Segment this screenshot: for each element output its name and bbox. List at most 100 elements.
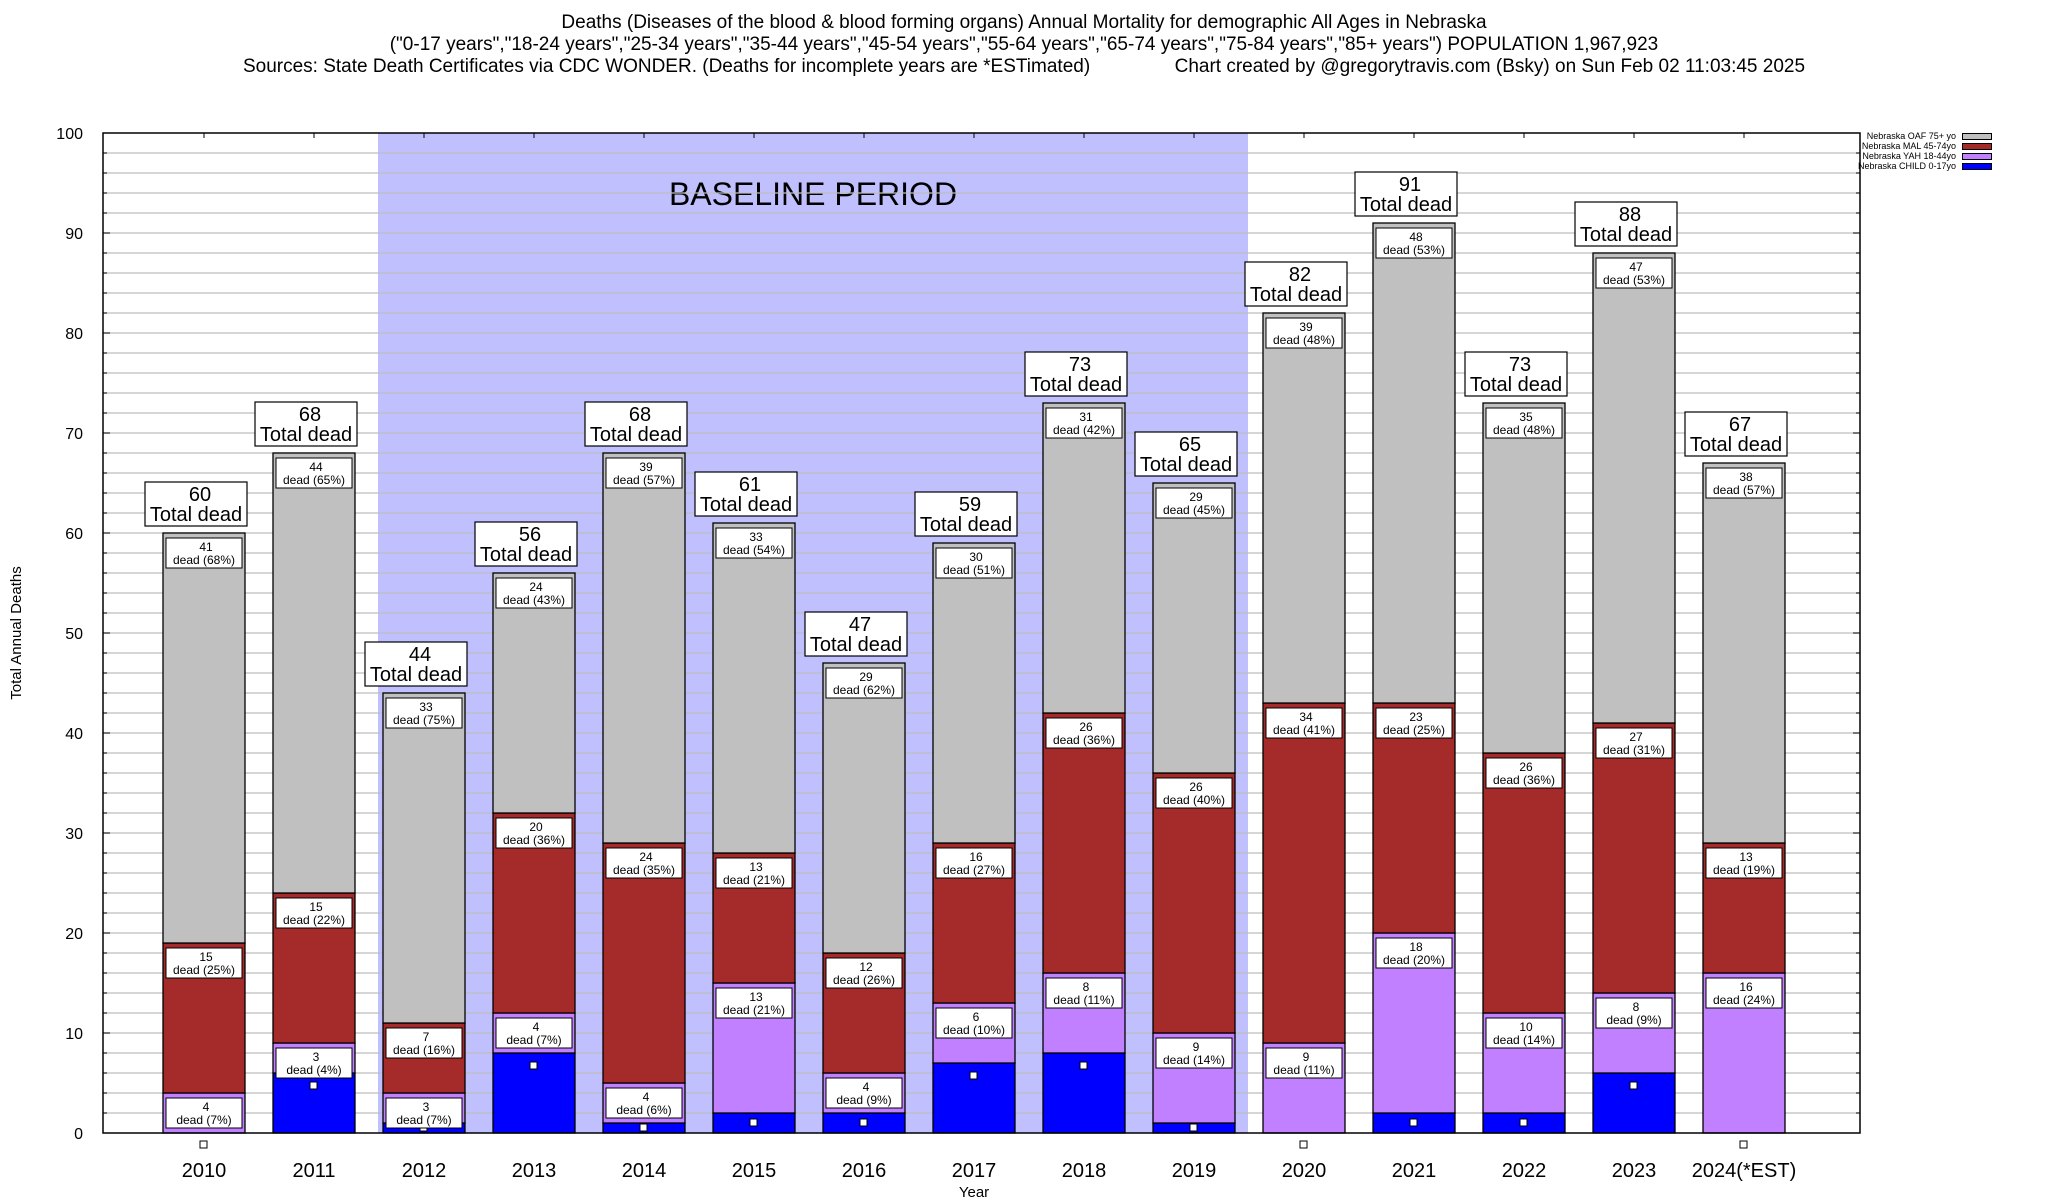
total-label-box bbox=[1244, 261, 1348, 307]
segment-label-count: 26 bbox=[1519, 760, 1533, 774]
segment-label-percent: dead (26%) bbox=[833, 973, 895, 987]
segment-label-percent: dead (68%) bbox=[173, 553, 235, 567]
baseline-period-label: BASELINE PERIOD bbox=[669, 176, 957, 212]
segment-label-count: 20 bbox=[529, 820, 543, 834]
segment-label-percent: dead (36%) bbox=[503, 833, 565, 847]
bar-segment-oaf bbox=[602, 452, 686, 844]
segment-label-box bbox=[1375, 937, 1453, 969]
segment-label-percent: dead (62%) bbox=[833, 683, 895, 697]
segment-label-percent: dead (65%) bbox=[283, 473, 345, 487]
segment-label-percent: dead (11%) bbox=[1273, 1063, 1334, 1077]
bar-segment-oaf bbox=[1042, 402, 1126, 714]
bar-segment-oaf bbox=[492, 572, 576, 814]
x-tick-label: 2020 bbox=[1282, 1160, 1327, 1182]
segment-label-percent: dead (45%) bbox=[1163, 503, 1225, 517]
total-label-text: Total dead bbox=[1690, 434, 1782, 456]
segment-label-percent: dead (4%) bbox=[286, 1063, 341, 1077]
total-label-text: Total dead bbox=[1250, 284, 1342, 306]
segment-label-percent: dead (36%) bbox=[1053, 733, 1115, 747]
segment-label-box bbox=[165, 1097, 243, 1129]
segment-label-count: 41 bbox=[199, 540, 213, 554]
segment-label-count: 48 bbox=[1409, 230, 1423, 244]
bar-segment-mal bbox=[1482, 752, 1566, 1014]
segment-label-count: 10 bbox=[1519, 1020, 1533, 1034]
y-tick-label: 100 bbox=[56, 126, 83, 143]
y-axis-title: Total Annual Deaths bbox=[8, 566, 25, 699]
total-label-count: 60 bbox=[189, 484, 211, 506]
segment-label-percent: dead (7%) bbox=[396, 1113, 451, 1127]
legend-item: Nebraska YAH 18-44yo bbox=[1858, 151, 1993, 161]
bar-segment-oaf bbox=[382, 692, 466, 1024]
total-label-count: 65 bbox=[1179, 434, 1201, 456]
segment-label-count: 4 bbox=[203, 1100, 210, 1114]
legend-label: Nebraska YAH 18-44yo bbox=[1862, 151, 1957, 161]
bar-segment-oaf bbox=[272, 452, 356, 894]
x-tick-label: 2017 bbox=[952, 1160, 997, 1182]
segment-label-percent: dead (53%) bbox=[1603, 273, 1665, 287]
segment-label-count: 39 bbox=[639, 460, 653, 474]
bar-segment-oaf bbox=[822, 662, 906, 954]
child-marker bbox=[969, 1071, 978, 1080]
x-tick-label: 2023 bbox=[1612, 1160, 1657, 1182]
segment-label-box bbox=[165, 947, 243, 979]
segment-label-percent: dead (35%) bbox=[613, 863, 675, 877]
total-label-count: 88 bbox=[1619, 204, 1641, 226]
total-label-box bbox=[1684, 411, 1788, 457]
segment-label-box bbox=[935, 1007, 1013, 1039]
x-tick-label: 2011 bbox=[292, 1160, 335, 1182]
legend-item: Nebraska MAL 45-74yo bbox=[1858, 141, 1993, 151]
segment-label-count: 16 bbox=[1739, 980, 1753, 994]
segment-label-percent: dead (53%) bbox=[1383, 243, 1445, 257]
legend-item: Nebraska CHILD 0-17yo bbox=[1858, 161, 1993, 171]
total-label-box bbox=[694, 471, 798, 517]
y-tick-label: 20 bbox=[65, 926, 83, 943]
segment-label-box bbox=[1485, 1017, 1563, 1049]
segment-label-box bbox=[1155, 777, 1233, 809]
x-tick-label: 2019 bbox=[1172, 1160, 1217, 1182]
total-label-text: Total dead bbox=[260, 424, 352, 446]
bar-segment-oaf bbox=[712, 522, 796, 854]
total-label-box bbox=[1024, 351, 1128, 397]
segment-label-count: 9 bbox=[1303, 1050, 1310, 1064]
bar-segment-oaf bbox=[1592, 252, 1676, 724]
legend: Nebraska OAF 75+ yo Nebraska MAL 45-74yo… bbox=[1858, 131, 1993, 171]
child-marker bbox=[639, 1123, 648, 1132]
segment-label-box bbox=[275, 1047, 353, 1079]
total-label-count: 91 bbox=[1399, 174, 1421, 196]
total-label-count: 47 bbox=[849, 614, 871, 636]
total-label-box bbox=[1574, 201, 1678, 247]
total-label-count: 68 bbox=[629, 404, 651, 426]
segment-label-box bbox=[1595, 997, 1673, 1029]
legend-label: Nebraska CHILD 0-17yo bbox=[1858, 161, 1957, 171]
segment-label-percent: dead (10%) bbox=[943, 1023, 1005, 1037]
segment-label-percent: dead (31%) bbox=[1603, 743, 1665, 757]
total-label-box bbox=[254, 401, 358, 447]
segment-label-count: 15 bbox=[199, 950, 213, 964]
segment-label-count: 9 bbox=[1193, 1040, 1200, 1054]
segment-label-box bbox=[1265, 707, 1343, 739]
bar-segment-mal bbox=[1592, 722, 1676, 994]
segment-label-box bbox=[715, 987, 793, 1019]
segment-label-percent: dead (19%) bbox=[1713, 863, 1775, 877]
total-label-text: Total dead bbox=[1580, 224, 1672, 246]
segment-label-percent: dead (16%) bbox=[393, 1043, 455, 1057]
segment-label-box bbox=[1705, 977, 1783, 1009]
segment-label-count: 47 bbox=[1629, 260, 1643, 274]
segment-label-percent: dead (54%) bbox=[723, 543, 785, 557]
total-label-text: Total dead bbox=[150, 504, 242, 526]
total-label-count: 61 bbox=[739, 474, 761, 496]
total-label-text: Total dead bbox=[920, 514, 1012, 536]
segment-label-percent: dead (21%) bbox=[723, 1003, 785, 1017]
segment-label-percent: dead (75%) bbox=[393, 713, 455, 727]
segment-label-percent: dead (14%) bbox=[1163, 1053, 1225, 1067]
x-tick-label: 2022 bbox=[1502, 1160, 1547, 1182]
y-tick-label: 40 bbox=[65, 726, 83, 743]
segment-label-percent: dead (25%) bbox=[1383, 723, 1445, 737]
total-label-text: Total dead bbox=[1140, 454, 1232, 476]
total-label-box bbox=[144, 481, 248, 527]
child-marker bbox=[1409, 1118, 1418, 1127]
x-tick-label: 2014 bbox=[622, 1160, 667, 1182]
